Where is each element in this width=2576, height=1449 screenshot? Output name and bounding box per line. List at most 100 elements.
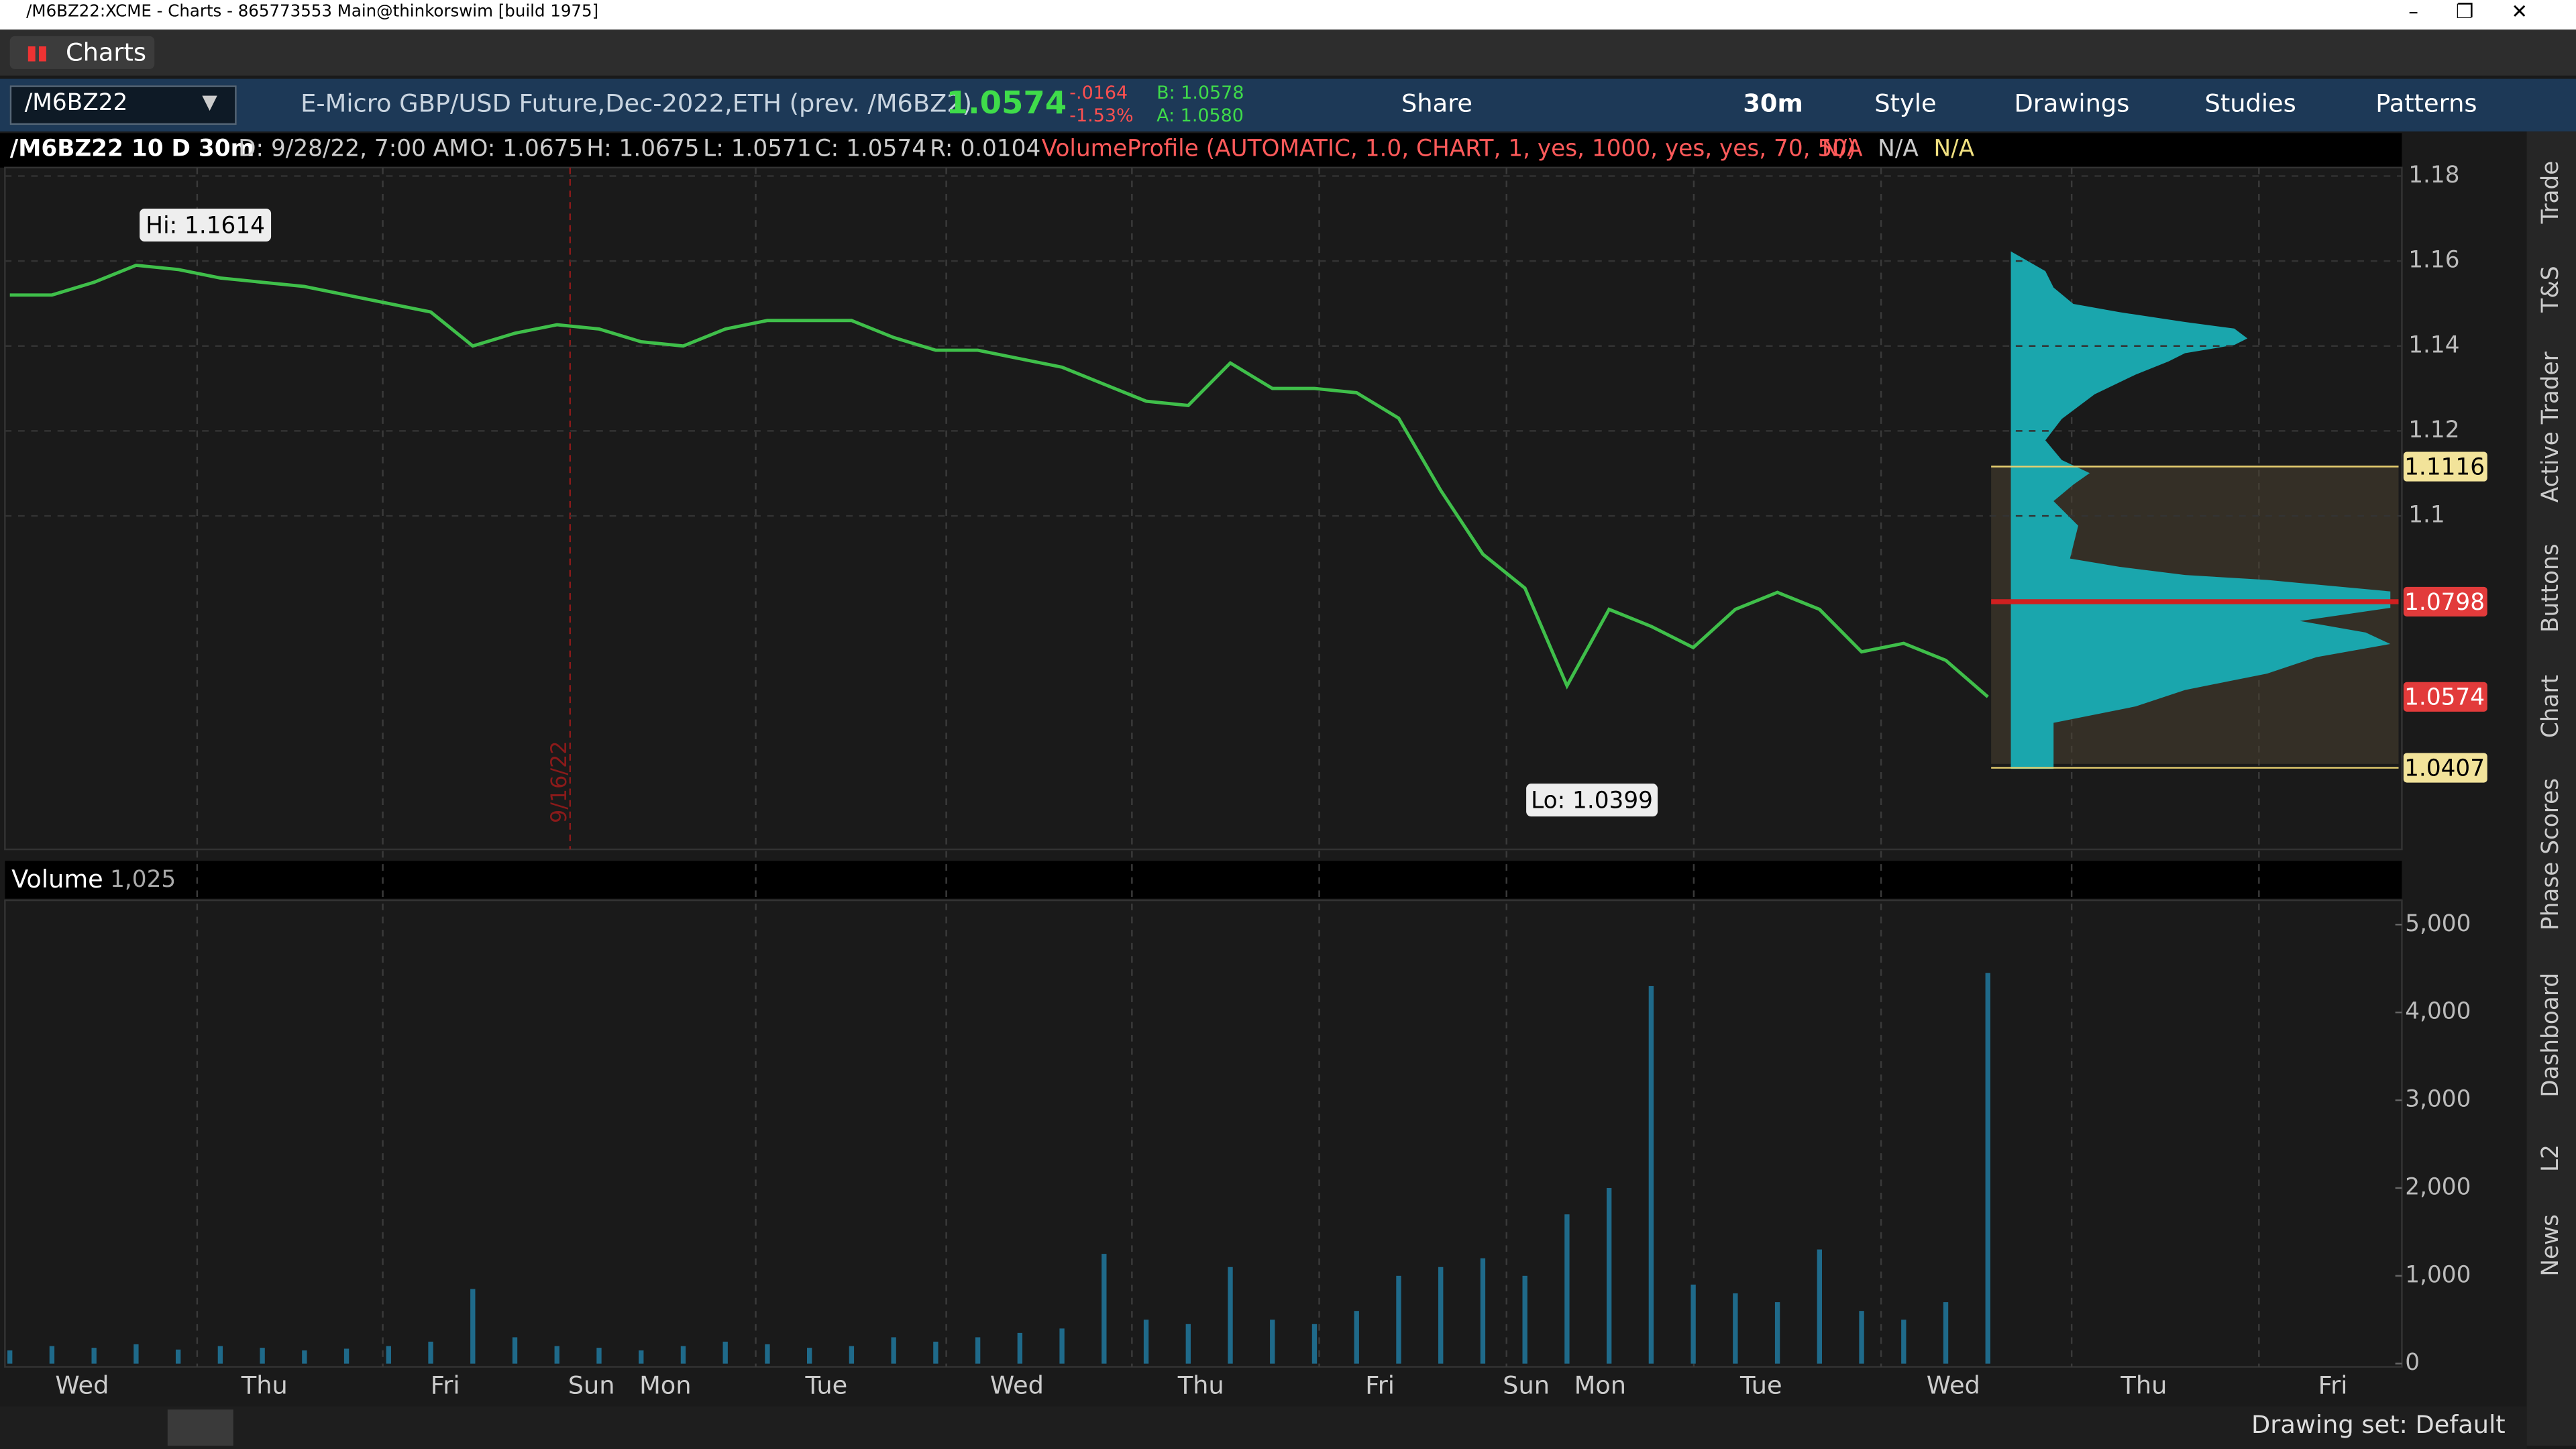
x-tick-label: Fri (1365, 1371, 1395, 1399)
price-bubble-label: 1.0407 (2404, 755, 2485, 782)
y-tick-label: 5,000 (2405, 910, 2471, 937)
change: -.0164 (1069, 82, 1128, 104)
side-tab[interactable]: Buttons (2537, 543, 2564, 633)
info-close: C: 1.0574 (814, 136, 927, 163)
time-grid (196, 167, 2260, 1367)
y-tick-label: 1.1 (2408, 502, 2445, 529)
info-range: R: 0.0104 (930, 136, 1041, 163)
volume-bar (470, 1289, 476, 1364)
info-bar: /M6BZ22 10 D 30m D: 9/28/22, 7:00 AM O: … (0, 133, 2402, 168)
side-tab[interactable]: Phase Scores (2537, 778, 2564, 930)
y-tick-label: 1.14 (2408, 331, 2459, 358)
volume-bar (512, 1337, 518, 1364)
y-tick-label: 4,000 (2405, 998, 2471, 1025)
volume-bar (1438, 1267, 1444, 1364)
price-bubble (2403, 682, 2487, 712)
annotation-box (140, 209, 272, 242)
annotation: Hi: 1.1614 (146, 212, 265, 239)
side-tab[interactable]: Dashboard (2537, 973, 2564, 1097)
annotation: Lo: 1.0399 (1531, 788, 1653, 814)
side-tab[interactable]: Active Trader (2537, 351, 2564, 502)
price-bubble-label: 1.1116 (2404, 454, 2485, 481)
side-tab[interactable]: L2 (2537, 1144, 2564, 1172)
price-line (9, 263, 1989, 698)
volume-bar (7, 1350, 13, 1364)
volume-title: Volume (11, 865, 103, 894)
volume-bar (1522, 1275, 1527, 1364)
drawings-button[interactable]: Drawings (2014, 89, 2130, 119)
volume-bar (1901, 1320, 1907, 1364)
volume-bar (1690, 1284, 1696, 1364)
volume-bar (1396, 1275, 1401, 1364)
volume-bar (1185, 1324, 1191, 1364)
side-bar (2526, 131, 2576, 1446)
share-button[interactable]: Share (1401, 89, 1473, 119)
volume-bar (1102, 1254, 1107, 1364)
volume-bar (1774, 1302, 1780, 1364)
info-low: L: 1.0571 (703, 136, 812, 163)
price-bubble-label: 1.0798 (2404, 589, 2485, 616)
volume-bar (680, 1346, 686, 1364)
last-price: 1.0574 (946, 85, 1067, 122)
volume-bar (1733, 1293, 1738, 1364)
side-tab[interactable]: Trade (2537, 161, 2564, 225)
style-button[interactable]: Style (1874, 89, 1937, 119)
volume-bar (596, 1348, 602, 1364)
x-tick-label: Sun (568, 1371, 615, 1399)
info-high: H: 1.0675 (586, 136, 700, 163)
window-title: /M6BZ22:XCME - Charts - 865773553 Main@t… (26, 3, 599, 21)
x-tick-label: Thu (2120, 1371, 2167, 1399)
volume-bar (1270, 1320, 1275, 1364)
volume-bar (1311, 1324, 1318, 1364)
volume-bar (133, 1344, 139, 1364)
volume-bar (1354, 1311, 1359, 1364)
volume-bar (1228, 1267, 1233, 1364)
x-tick-label: Mon (639, 1371, 691, 1399)
x-tick-label: Fri (2318, 1371, 2348, 1399)
studies-button[interactable]: Studies (2204, 89, 2296, 119)
x-tick-label: Tue (804, 1371, 847, 1399)
side-tab[interactable]: Chart (2537, 675, 2564, 738)
volume-bar (1985, 973, 1990, 1364)
side-tab[interactable]: T&S (2537, 266, 2564, 313)
ask: A: 1.0580 (1157, 105, 1244, 127)
status-bar (0, 1406, 2527, 1449)
charts-tab[interactable]: ▮▮ Charts (9, 36, 155, 69)
x-tick-label: Tue (1739, 1371, 1782, 1399)
volume-bar (1017, 1332, 1023, 1364)
symbol-box[interactable]: /M6BZ22 ▼ (9, 85, 237, 125)
volume-bar (217, 1346, 223, 1364)
volume-bar (1143, 1320, 1149, 1364)
volume-bar (260, 1348, 265, 1364)
info-date: D: 9/28/22, 7:00 AM (238, 136, 469, 163)
price-bubble (2403, 586, 2487, 616)
volume-header (5, 861, 2402, 899)
expand-button[interactable] (167, 1409, 233, 1446)
side-tab[interactable]: News (2537, 1214, 2564, 1277)
volume-bar (1817, 1249, 1822, 1364)
x-tick-label: Wed (55, 1371, 109, 1399)
volume-bar (386, 1346, 391, 1364)
volume-bar (639, 1350, 644, 1364)
volume-bar (765, 1344, 770, 1364)
volume-bar (91, 1348, 97, 1364)
aggregation-button[interactable]: 30m (1743, 89, 1803, 119)
info-open: O: 1.0675 (470, 136, 584, 163)
x-tick-label: Thu (241, 1371, 288, 1399)
na-value: N/A (1878, 136, 1919, 163)
volume-bar (428, 1341, 433, 1364)
x-tick-label: Fri (431, 1371, 460, 1399)
patterns-button[interactable]: Patterns (2375, 89, 2477, 119)
window-controls[interactable]: – ❐ ✕ (2408, 0, 2528, 23)
volume-bar (891, 1337, 896, 1364)
x-tick-label: Thu (1177, 1371, 1224, 1399)
volume-bar (49, 1346, 55, 1364)
tab-icon: ▮▮ (26, 41, 48, 64)
date-marker-label: 9/16/22 (546, 741, 572, 823)
volume-bar (806, 1348, 812, 1364)
symbol: /M6BZ22 (24, 90, 128, 117)
volume-bar (975, 1337, 981, 1364)
volume-bar (849, 1346, 855, 1364)
